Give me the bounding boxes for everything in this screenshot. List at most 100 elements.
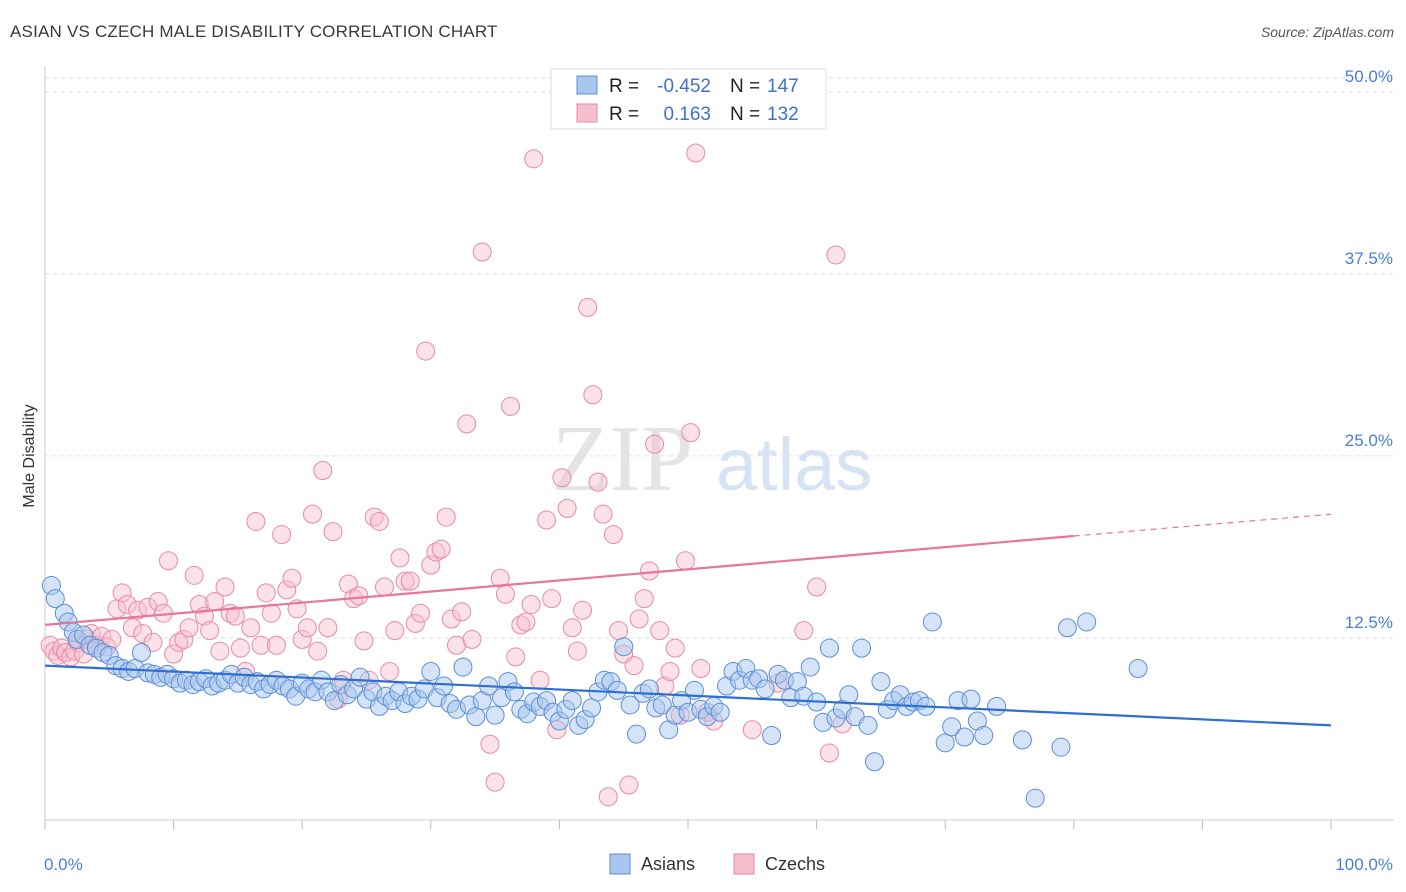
asian-point	[131, 643, 151, 663]
czech-point	[246, 511, 266, 531]
czech-point	[480, 734, 500, 754]
asian-n-label: N =	[730, 76, 760, 97]
czech-point	[148, 592, 168, 612]
czech-point	[826, 245, 846, 265]
gridlines	[45, 77, 1394, 639]
asian-point	[582, 698, 602, 718]
asian-point	[639, 679, 659, 699]
czech-point	[400, 571, 420, 591]
top-legend: R = -0.452 N = 147 R = 0.163 N = 132	[550, 68, 827, 130]
asian-point	[935, 733, 955, 753]
asian-point	[755, 679, 775, 699]
asian-point	[987, 696, 1007, 716]
czech-point	[390, 548, 410, 568]
asian-n-value: 147	[767, 76, 799, 97]
asian-point	[652, 695, 672, 715]
czech-point	[537, 510, 557, 530]
czech-point	[624, 656, 644, 676]
czech-point	[521, 594, 541, 614]
czech-trend-line	[44, 534, 1074, 626]
czech-point	[225, 606, 245, 626]
asian-point	[1025, 788, 1045, 808]
asian-point	[614, 637, 634, 657]
czech-point	[302, 504, 322, 524]
czech-point	[174, 629, 194, 649]
czech-point	[501, 396, 521, 416]
czechs-legend-swatch	[733, 853, 755, 875]
czech-point	[426, 542, 446, 562]
czech-point	[573, 600, 593, 620]
watermark-atlas: atlas	[716, 423, 872, 506]
czech-point	[441, 609, 461, 629]
czech-n-value: 132	[767, 104, 799, 125]
czech-point	[524, 149, 544, 169]
czech-point	[819, 743, 839, 763]
axes	[44, 66, 1394, 829]
czech-point	[411, 603, 431, 623]
asian-point	[942, 717, 962, 737]
czech-point	[349, 586, 369, 606]
czech-point	[639, 561, 659, 581]
czech-point	[603, 525, 623, 545]
czech-point	[395, 571, 415, 591]
czech-point	[645, 434, 665, 454]
asian-point	[961, 689, 981, 709]
czech-point	[686, 143, 706, 163]
czech-point	[557, 498, 577, 518]
czech-trend-extension	[1073, 513, 1332, 537]
czech-point	[552, 468, 572, 488]
czech-point	[567, 641, 587, 661]
czech-point	[369, 511, 389, 531]
czech-point	[675, 551, 695, 571]
czech-r-value: 0.163	[663, 104, 711, 125]
czech-point	[794, 621, 814, 641]
x-tick-label: 0.0%	[44, 855, 83, 874]
czech-point	[277, 580, 297, 600]
czech-point	[516, 612, 536, 632]
czech-point	[169, 632, 189, 652]
czech-point	[807, 577, 827, 597]
czech-point	[472, 242, 492, 262]
asian-point	[1057, 618, 1077, 638]
czech-point	[380, 661, 400, 681]
czech-point	[593, 504, 613, 524]
czech-point	[562, 618, 582, 638]
asian-point	[839, 685, 859, 705]
y-tick-label: 37.5%	[1345, 249, 1393, 268]
czech-point	[297, 618, 317, 638]
asian-point	[466, 707, 486, 727]
czech-point	[266, 635, 286, 655]
x-tick-label: 100.0%	[1335, 855, 1393, 874]
asian-point	[858, 715, 878, 735]
asian-point	[1128, 659, 1148, 679]
bottom-legend: Asians Czechs	[609, 853, 825, 875]
czech-point	[215, 577, 235, 597]
tick-labels: 12.5% 25.0% 37.5% 50.0% 0.0% 100.0%	[44, 67, 1393, 874]
asian-point	[864, 752, 884, 772]
czech-legend-swatch	[576, 103, 598, 123]
asian-point	[954, 727, 974, 747]
chart-title: ASIAN VS CZECH MALE DISABILITY CORRELATI…	[10, 22, 498, 41]
asian-point	[974, 726, 994, 746]
asian-point	[852, 638, 872, 658]
asian-r-value: -0.452	[657, 76, 711, 97]
asian-point	[45, 589, 65, 609]
czech-point	[452, 602, 472, 622]
czech-point	[313, 460, 333, 480]
czech-point	[375, 577, 395, 597]
czech-point	[495, 584, 515, 604]
czech-r-label: R =	[609, 104, 639, 125]
czech-point	[511, 615, 531, 635]
asian-point	[800, 657, 820, 677]
trend-lines	[44, 513, 1332, 727]
czech-point	[542, 589, 562, 609]
czech-point	[318, 618, 338, 638]
czech-point	[40, 635, 60, 655]
y-tick-label: 12.5%	[1345, 613, 1393, 632]
czech-point	[158, 551, 178, 571]
asian-legend-swatch	[576, 75, 598, 95]
watermark-zip: ZIP	[552, 407, 693, 511]
asian-point	[922, 612, 942, 632]
czech-point	[485, 772, 505, 792]
asian-point	[421, 661, 441, 681]
